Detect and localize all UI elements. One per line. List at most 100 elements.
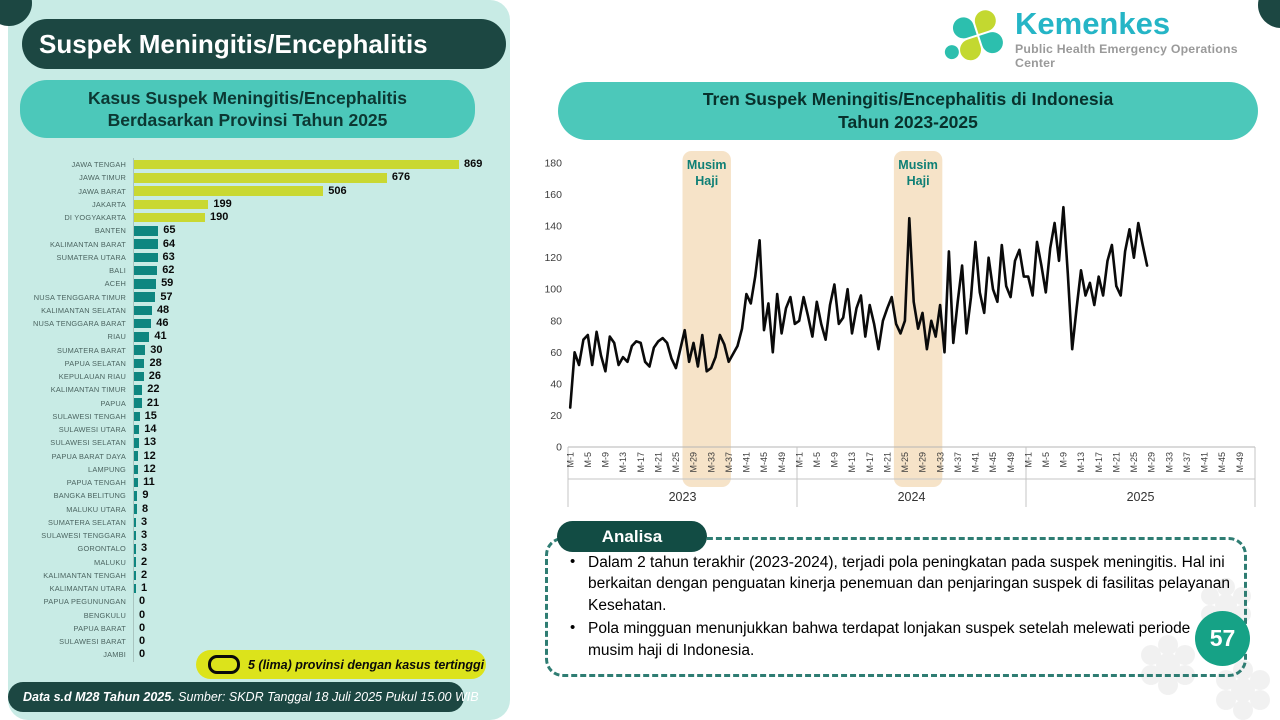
province-value: 64 (162, 237, 176, 250)
svg-text:80: 80 (550, 315, 562, 327)
province-label: KALIMANTAN SELATAN (41, 305, 126, 315)
analysis-bullet: Dalam 2 tahun terakhir (2023-2024), terj… (566, 552, 1230, 616)
province-bar (134, 570, 136, 581)
svg-text:M-17: M-17 (865, 452, 875, 473)
page-number-badge: 57 (1195, 611, 1250, 666)
province-value: 676 (391, 171, 411, 184)
province-value: 199 (213, 197, 232, 210)
svg-text:M-37: M-37 (724, 452, 734, 473)
province-bar-row: PAPUA 21 (14, 396, 506, 410)
province-bar-row: SUMATERA UTARA 63 (14, 250, 506, 264)
svg-text:M-21: M-21 (653, 452, 663, 473)
province-label: KEPULAUAN RIAU (58, 372, 126, 382)
svg-text:M-29: M-29 (1147, 452, 1157, 473)
province-bar (134, 239, 158, 249)
svg-text:M-49: M-49 (1006, 452, 1016, 473)
province-bar (134, 544, 136, 554)
province-value: 506 (328, 184, 347, 197)
province-bar-row: KALIMANTAN SELATAN 48 (14, 303, 506, 317)
province-value: 26 (148, 370, 161, 383)
province-value: 190 (210, 211, 229, 224)
province-label: NUSA TENGGARA BARAT (32, 319, 126, 329)
province-bar-row: PAPUA TENGAH 11 (14, 476, 506, 490)
province-bar-row: LAMPUNG 12 (14, 462, 506, 476)
province-value: 63 (162, 250, 175, 263)
svg-text:M-45: M-45 (988, 452, 998, 473)
province-bar (134, 517, 136, 528)
svg-text:M-33: M-33 (1164, 452, 1174, 473)
province-bar-row: BALI 62 (14, 264, 506, 278)
bar-chart-title-line1: Kasus Suspek Meningitis/Encephalitis (88, 87, 407, 108)
province-bar-row: MALUKU 2 (14, 555, 506, 569)
province-value: 2 (141, 555, 148, 568)
svg-text:M-21: M-21 (1111, 452, 1121, 473)
province-bar (134, 411, 140, 422)
province-value: 22 (147, 383, 160, 396)
svg-text:M-1: M-1 (794, 452, 804, 468)
corner-decoration-top-right (1258, 0, 1280, 28)
svg-text:M-9: M-9 (601, 452, 611, 468)
province-bar (134, 279, 157, 289)
analisa-box: Dalam 2 tahun terakhir (2023-2024), terj… (545, 537, 1247, 677)
province-label: KALIMANTAN BARAT (49, 239, 126, 249)
svg-text:M-49: M-49 (777, 452, 787, 473)
province-bar (134, 226, 159, 236)
province-bar-row: KALIMANTAN BARAT 64 (14, 237, 506, 251)
analysis-bullet-list: Dalam 2 tahun terakhir (2023-2024), terj… (566, 552, 1230, 661)
province-value: 14 (144, 423, 157, 436)
province-label: PAPUA SELATAN (64, 358, 126, 368)
province-value: 3 (141, 529, 148, 542)
svg-text:M-17: M-17 (1094, 452, 1104, 473)
province-bar-row: KALIMANTAN TIMUR 22 (14, 383, 506, 397)
svg-text:M-21: M-21 (882, 452, 892, 473)
svg-text:2023: 2023 (669, 490, 697, 504)
province-value: 13 (143, 436, 157, 449)
province-label: JAWA BARAT (78, 186, 126, 196)
svg-text:0: 0 (556, 442, 562, 454)
province-label: SULAWESI UTARA (58, 425, 126, 435)
province-value: 12 (143, 462, 156, 475)
province-value: 57 (160, 290, 173, 303)
svg-text:120: 120 (544, 252, 562, 264)
province-value: 0 (139, 648, 146, 661)
province-bar-row: KALIMANTAN TENGAH 2 (14, 568, 506, 582)
province-label: RIAU (107, 332, 126, 342)
province-label: SUMATERA UTARA (56, 252, 126, 262)
bar-chart-legend: 5 (lima) provinsi dengan kasus tertinggi (196, 650, 486, 679)
province-label: SULAWESI TENGAH (52, 411, 126, 421)
svg-text:2024: 2024 (898, 490, 926, 504)
analisa-tab: Analisa (557, 521, 707, 552)
kemenkes-logo-icon (937, 1, 1015, 77)
province-label: KALIMANTAN TIMUR (50, 385, 126, 395)
province-bar (134, 424, 140, 435)
province-label: JAMBI (103, 650, 126, 660)
svg-text:Musim: Musim (687, 158, 727, 172)
line-chart-title: Tren Suspek Meningitis/Encephalitis di I… (558, 82, 1258, 140)
svg-text:180: 180 (544, 158, 562, 170)
svg-text:M-45: M-45 (1217, 452, 1227, 473)
province-bar-row: BENGKULU 0 (14, 608, 506, 622)
line-chart-title-line1: Tren Suspek Meningitis/Encephalitis di I… (702, 89, 1114, 110)
province-bar (134, 530, 136, 541)
province-bar (134, 504, 137, 514)
province-value: 48 (156, 303, 170, 316)
svg-text:M-13: M-13 (1076, 452, 1086, 473)
svg-text:M-29: M-29 (918, 452, 928, 473)
province-label: PAPUA PEGUNUNGAN (43, 597, 126, 607)
province-bar-chart: JAWA TENGAH 869 JAWA TIMUR 676 JAWA BARAT 506… (14, 158, 506, 662)
province-bar (134, 477, 139, 488)
svg-text:M-29: M-29 (689, 452, 699, 473)
province-value: 21 (146, 396, 160, 409)
svg-text:M-17: M-17 (636, 452, 646, 473)
province-bar (134, 398, 142, 408)
svg-text:M-1: M-1 (1023, 452, 1033, 468)
province-bar (134, 186, 324, 196)
haji-bands: Musim Haji Musim Haji (682, 151, 943, 487)
province-bar-row: SUMATERA BARAT 30 (14, 343, 506, 357)
province-bar (134, 252, 158, 263)
x-axis: M-1 M-5 M-9 M-13 M-17 M-21 M-25 M-29 M-33 M-37 M-4… (565, 446, 1256, 507)
legend-highlight-swatch-icon (208, 655, 240, 674)
province-bar-row: MALUKU UTARA 8 (14, 502, 506, 516)
logo-subtitle: Public Health Emergency Operations Cente… (1015, 42, 1238, 70)
province-value: 0 (139, 621, 146, 634)
